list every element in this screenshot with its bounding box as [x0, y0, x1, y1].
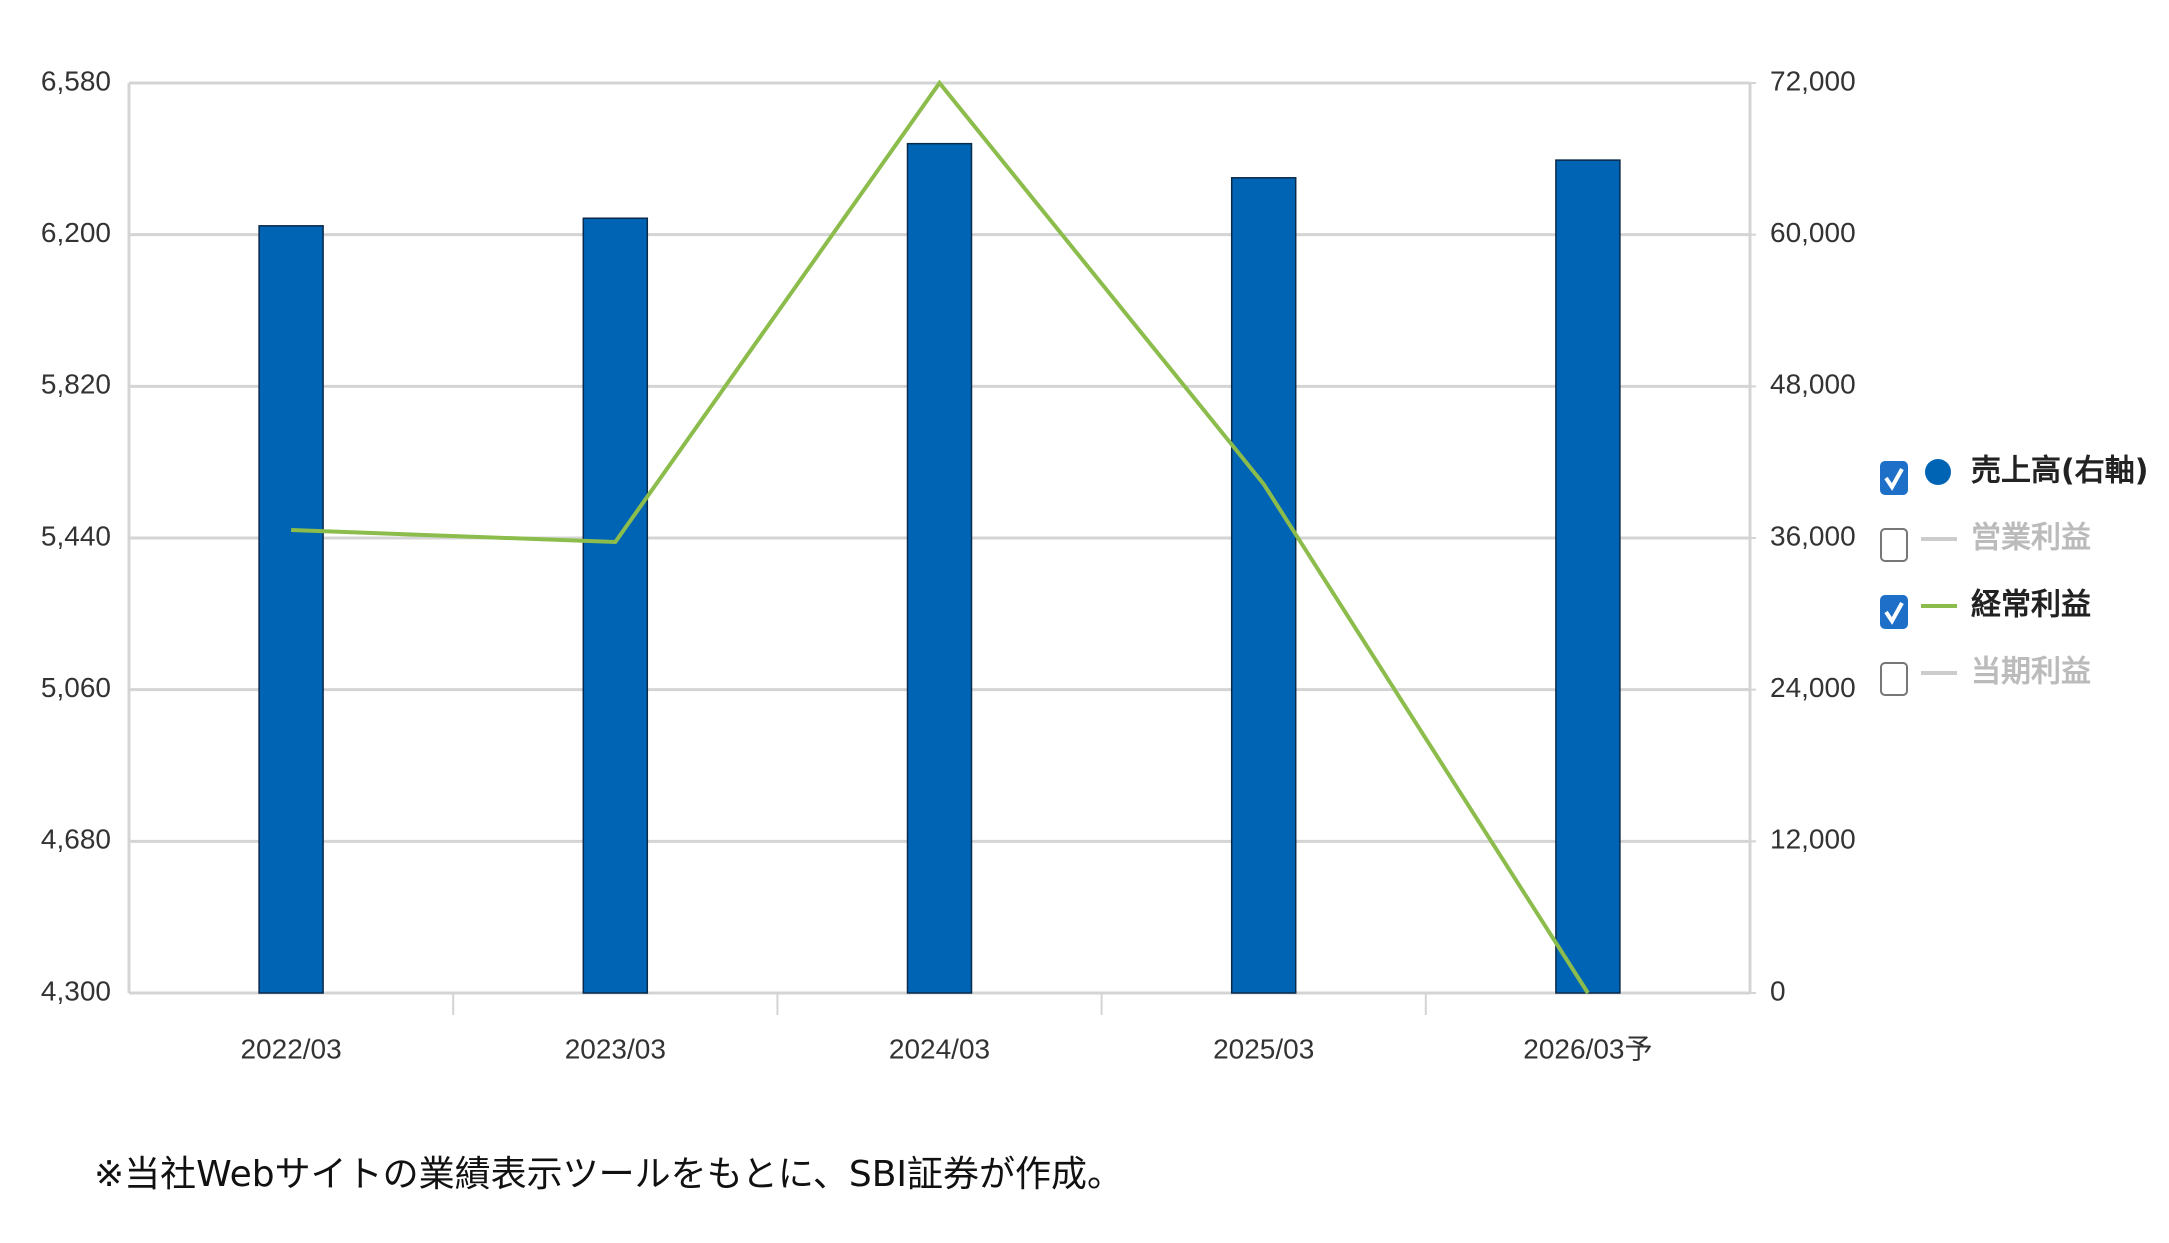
- legend-item[interactable]: 経常利益: [1880, 588, 2091, 629]
- y-tick-label: 5,440: [41, 520, 111, 551]
- footnote: ※当社Webサイトの業績表示ツールをもとに、SBI証券が作成。: [94, 1154, 1123, 1195]
- y-tick-label: 5,820: [41, 369, 111, 400]
- y-tick-label: 6,580: [41, 65, 111, 96]
- legend-label: 当期利益: [1971, 655, 2091, 690]
- line-series: [291, 79, 1590, 995]
- y2-tick-label: 48,000: [1770, 369, 1856, 400]
- x-tick-label: 2024/03: [889, 1033, 990, 1064]
- check-mark: [1884, 602, 1904, 625]
- legend-checkbox: [1880, 461, 1908, 495]
- bar: [258, 225, 324, 994]
- legend-item[interactable]: 営業利益: [1880, 521, 2091, 562]
- legend-swatch: [1925, 459, 1951, 485]
- legend-label: 営業利益: [1971, 521, 2091, 556]
- y2-tick-label: 72,000: [1770, 65, 1856, 96]
- legend-checkbox: [1880, 595, 1908, 629]
- y2-tick-label: 36,000: [1770, 520, 1856, 551]
- y2-tick-label: 12,000: [1770, 824, 1856, 855]
- x-tick-label: 2022/03: [240, 1033, 341, 1064]
- bar: [582, 217, 649, 994]
- y2-tick-label: 0: [1770, 975, 1786, 1006]
- bar: [1230, 177, 1297, 994]
- y2-tick-label: 24,000: [1770, 672, 1856, 703]
- y-tick-label: 4,680: [41, 824, 111, 855]
- legend-label: 経常利益: [1971, 588, 2091, 623]
- x-tick-label: 2025/03: [1213, 1033, 1314, 1064]
- legend-checkbox: [1880, 662, 1908, 696]
- x-tick-label: 2026/03予: [1523, 1033, 1652, 1064]
- legend-item[interactable]: 当期利益: [1880, 655, 2091, 696]
- y-tick-label: 6,200: [41, 217, 111, 248]
- y-tick-label: 4,300: [41, 975, 111, 1006]
- legend-checkbox: [1880, 528, 1908, 562]
- check-mark: [1884, 468, 1904, 491]
- legend-label: 売上高(右軸): [1971, 454, 2148, 489]
- bar: [906, 142, 973, 994]
- y-tick-label: 5,060: [41, 672, 111, 703]
- legend-item[interactable]: 売上高(右軸): [1880, 454, 2148, 495]
- y2-tick-label: 60,000: [1770, 217, 1856, 248]
- bar: [1555, 159, 1621, 994]
- x-tick-label: 2023/03: [565, 1033, 666, 1064]
